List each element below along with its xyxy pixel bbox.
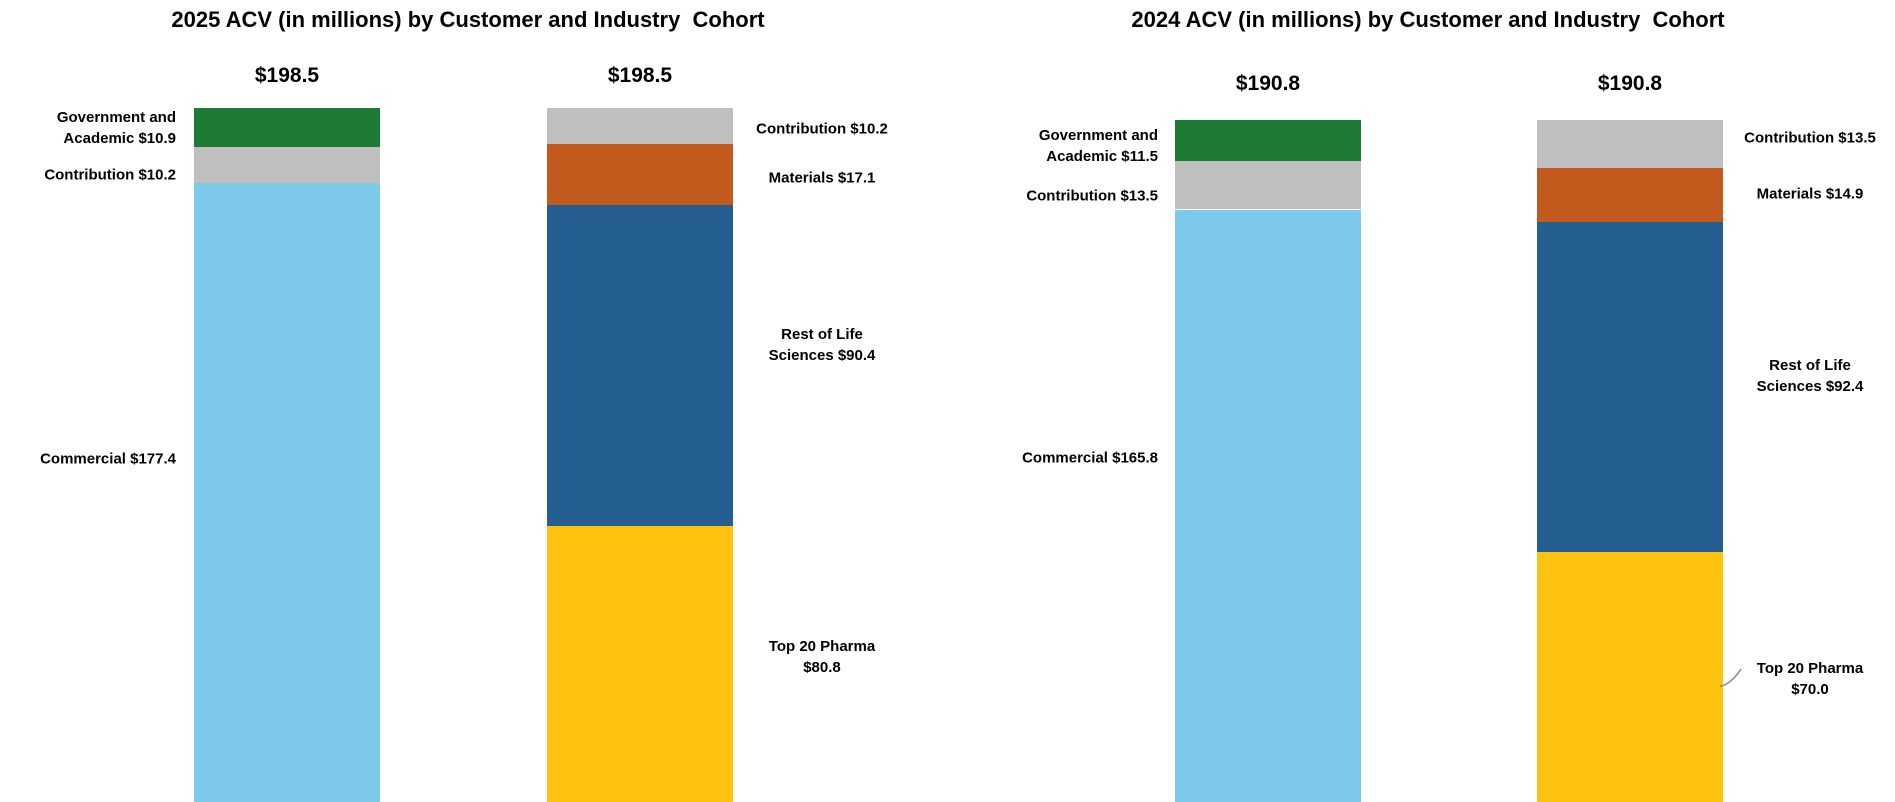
segment-label-top-20-pharma: Top 20 Pharma $80.8 [768,638,876,676]
total-label-customer-cohort-2025: $198.5 [254,64,320,87]
segment-label-commercial: Commercial $177.4 [40,450,176,468]
bar-segment-contribution [547,108,733,145]
segment-label-rest-of-life-sciences: Rest of Life Sciences $92.4 [1756,357,1864,395]
segment-label-materials: Materials $17.1 [768,169,876,187]
bar-segment-government-and-academic [1175,120,1361,162]
segment-label-contribution: Contribution $13.5 [1744,129,1876,147]
segment-label-top-20-pharma: Top 20 Pharma $70.0 [1756,660,1864,698]
bar-segment-contribution [1175,161,1361,210]
segment-label-government-and-academic: Government and Academic $11.5 [1038,127,1158,165]
bar-segment-government-and-academic [194,108,380,147]
leader-line-top-20-pharma [1719,668,1742,687]
total-label-industry-cohort-2025: $198.5 [607,64,673,87]
total-label-customer-cohort-2024: $190.8 [1235,72,1301,95]
bar-segment-commercial [1175,209,1361,802]
segment-label-contribution: Contribution $10.2 [756,120,888,138]
bar-segment-rest-of-life-sciences [547,205,733,527]
segment-label-government-and-academic: Government and Academic $10.9 [56,109,176,147]
segment-label-contribution: Contribution $13.5 [1026,187,1158,205]
segment-label-commercial: Commercial $165.8 [1022,449,1158,467]
segment-label-materials: Materials $14.9 [1756,185,1864,203]
bar-segment-rest-of-life-sciences [1537,221,1723,553]
bar-segment-commercial [194,183,380,802]
segment-label-rest-of-life-sciences: Rest of Life Sciences $90.4 [768,326,876,364]
bar-segment-materials [547,144,733,206]
bar-segment-contribution [194,146,380,183]
chart-title-2025: 2025 ACV (in millions) by Customer and I… [171,7,765,32]
bar-segment-contribution [1537,120,1723,169]
bar-segment-top-20-pharma [547,526,733,802]
bar-segment-materials [1537,168,1723,222]
total-label-industry-cohort-2024: $190.8 [1597,72,1663,95]
bar-segment-top-20-pharma [1537,552,1723,802]
chart-title-2024: 2024 ACV (in millions) by Customer and I… [1131,7,1725,32]
segment-label-contribution: Contribution $10.2 [44,166,176,184]
